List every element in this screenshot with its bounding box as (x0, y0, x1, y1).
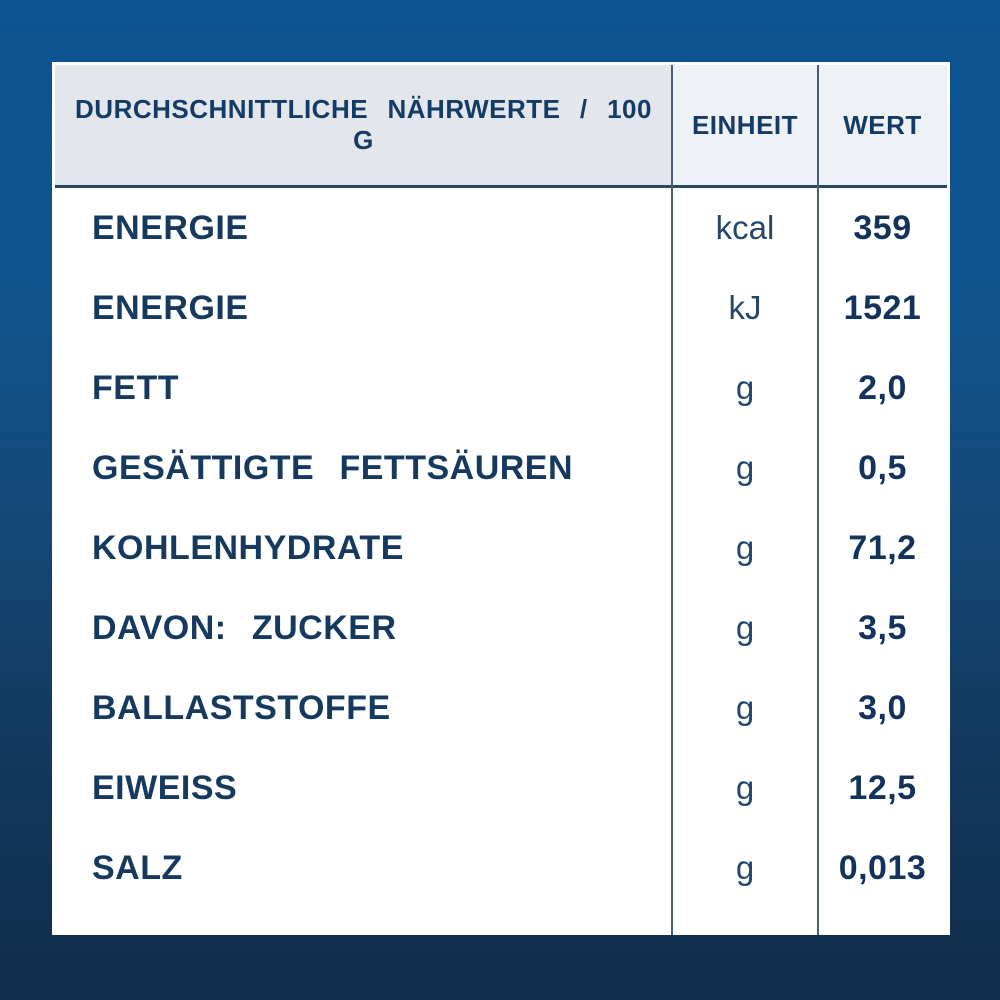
nutrient-value: 359 (853, 208, 912, 247)
nutrient-label: KOHLENHYDRATE (92, 528, 404, 567)
nutrient-unit: g (735, 769, 755, 806)
column-divider-unit (671, 65, 673, 935)
table-body: ENERGIE kcal 359 ENERGIE kJ 1521 FETT g … (55, 188, 947, 935)
nutrient-value: 3,0 (858, 688, 907, 727)
nutrient-unit: kJ (728, 289, 762, 326)
table-row: GESÄTTIGTE FETTSÄUREN g 0,5 (55, 428, 947, 508)
nutrient-value: 0,5 (858, 448, 907, 487)
table-row: KOHLENHYDRATE g 71,2 (55, 508, 947, 588)
table-row: ENERGIE kJ 1521 (55, 268, 947, 348)
nutrient-unit: g (735, 609, 755, 646)
header-value-column: WERT (818, 65, 947, 185)
nutrient-label: ENERGIE (92, 208, 249, 247)
column-divider-value (817, 65, 819, 935)
nutrient-label: EIWEISS (92, 768, 238, 807)
nutrient-value: 1521 (843, 288, 922, 327)
nutrition-table-card: DURCHSCHNITTLICHE NÄHRWERTE / 100 G EINH… (52, 62, 950, 935)
nutrient-label: BALLASTSTOFFE (92, 688, 391, 727)
header-nutrients-per-100g: DURCHSCHNITTLICHE NÄHRWERTE / 100 G (55, 65, 672, 185)
table-header-row: DURCHSCHNITTLICHE NÄHRWERTE / 100 G EINH… (55, 65, 947, 188)
nutrient-label: ENERGIE (92, 288, 249, 327)
table-row: ENERGIE kcal 359 (55, 188, 947, 268)
nutrient-unit: kcal (715, 209, 775, 246)
nutrient-unit: g (735, 369, 755, 406)
nutrient-label: GESÄTTIGTE FETTSÄUREN (92, 448, 574, 487)
nutrient-unit: g (735, 449, 755, 486)
nutrient-unit: g (735, 849, 755, 886)
nutrient-value: 12,5 (848, 768, 917, 807)
nutrient-label: SALZ (92, 848, 183, 887)
header-unit-column: EINHEIT (672, 65, 818, 185)
table-row: BALLASTSTOFFE g 3,0 (55, 668, 947, 748)
table-row: DAVON: ZUCKER g 3,5 (55, 588, 947, 668)
nutrient-unit: g (735, 529, 755, 566)
nutrient-value: 71,2 (848, 528, 917, 567)
nutrient-value: 0,013 (838, 848, 927, 887)
nutrient-value: 3,5 (858, 608, 907, 647)
table-row: EIWEISS g 12,5 (55, 748, 947, 828)
nutrient-value: 2,0 (858, 368, 907, 407)
table-row: FETT g 2,0 (55, 348, 947, 428)
nutrient-label: DAVON: ZUCKER (92, 608, 397, 647)
nutrient-unit: g (735, 689, 755, 726)
nutrient-label: FETT (92, 368, 179, 407)
table-row: SALZ g 0,013 (55, 828, 947, 908)
